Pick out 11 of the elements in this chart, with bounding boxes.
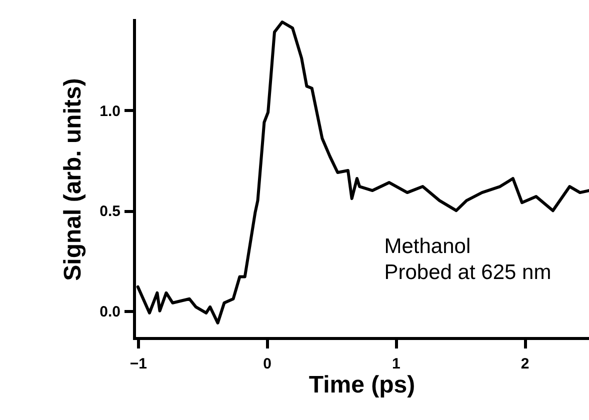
y-tick-label: 0.0 bbox=[100, 303, 120, 320]
x-tick-label: −1 bbox=[130, 356, 147, 372]
annotation: Probed at 625 nm bbox=[384, 261, 552, 284]
x-axis-title: Time (ps) bbox=[308, 372, 416, 398]
x-tick-label: 2 bbox=[520, 356, 530, 372]
annotation: Methanol bbox=[384, 235, 471, 258]
x-tick-label: 0 bbox=[263, 356, 272, 372]
y-axis-title: Signal (arb. units) bbox=[60, 78, 87, 281]
y-tick-label: 1.0 bbox=[100, 102, 120, 120]
y-tick-label: 0.5 bbox=[100, 203, 120, 220]
x-tick-label: 1 bbox=[392, 356, 400, 372]
